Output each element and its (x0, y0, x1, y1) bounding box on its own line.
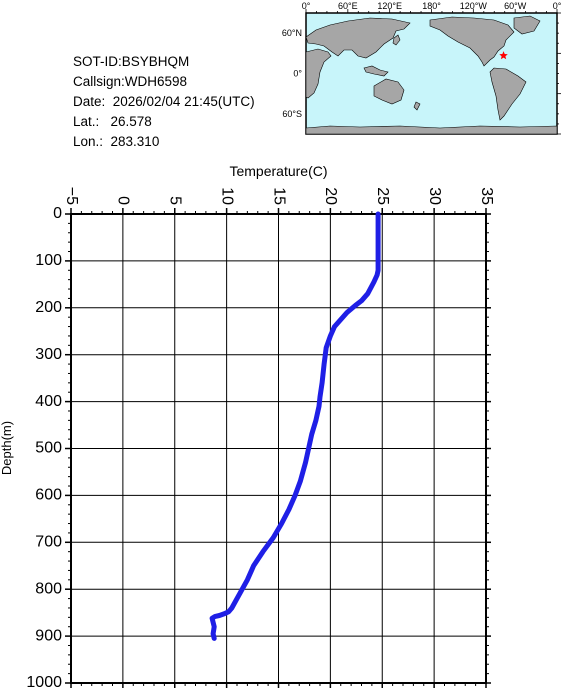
x-tick-label: 20 (322, 187, 339, 205)
y-tick-label: 400 (35, 393, 62, 410)
y-axis-ticks: 0 100 200 300 400 500 600 700 800 900 1000 (26, 205, 491, 690)
x-tick-label: 30 (426, 187, 443, 205)
land-africa (305, 48, 332, 99)
x-tick-label: −5 (63, 187, 80, 205)
x-tick-label: 25 (374, 187, 391, 205)
y-axis-title: Depth(m) (0, 421, 14, 475)
map-lat-label: 60°N (282, 28, 302, 38)
land-north-america (429, 16, 515, 67)
land-indonesia (363, 65, 389, 77)
map-lon-label: 0° (302, 1, 311, 11)
land-greenland (513, 15, 541, 35)
land-eurasia (305, 17, 411, 59)
map-lat-label: 60°S (282, 109, 302, 119)
chart-grid (70, 213, 487, 684)
map-frame-ticks (305, 9, 561, 135)
lat-text: Lat.: 26.578 (73, 114, 152, 129)
y-tick-label: 700 (35, 534, 62, 551)
x-tick-label: 0 (115, 196, 132, 205)
sot-id-text: SOT-ID:BSYBHQM (73, 54, 190, 69)
map-longitude-labels: 0° 60°E 120°E 180° 120°W 60°W 0° (302, 1, 562, 11)
land-australia (373, 78, 405, 105)
x-tick-label: 5 (167, 196, 184, 205)
y-tick-label: 900 (35, 627, 62, 644)
x-tick-label: 10 (218, 187, 235, 205)
callsign-text: Callsign:WDH6598 (73, 74, 188, 89)
y-tick-label: 300 (35, 346, 62, 363)
land-antarctica (305, 125, 558, 135)
lon-text: Lon.: 283.310 (73, 134, 160, 149)
map-lon-label: 0° (553, 1, 562, 11)
map-latitude-labels: 60°N 0° 60°S (282, 28, 303, 119)
y-tick-label: 200 (35, 299, 62, 316)
land-south-america (489, 67, 527, 121)
position-marker (499, 51, 508, 60)
temperature-series-line (209, 211, 381, 641)
x-axis-ticks: −5 0 5 10 15 20 25 30 35 (63, 187, 495, 688)
y-tick-label: 0 (53, 205, 62, 222)
map-landmasses (305, 15, 558, 135)
y-tick-label: 800 (35, 580, 62, 597)
x-axis-title: Temperature(C) (229, 163, 327, 179)
date-text: Date: 2026/02/04 21:45(UTC) (73, 94, 255, 109)
x-tick-label: 35 (478, 187, 495, 205)
location-map: 0° 60°E 120°E 180° 120°W 60°W 0° 60°N 0° 60°S (282, 1, 562, 135)
y-tick-label: 500 (35, 440, 62, 457)
x-tick-label: 15 (270, 187, 287, 205)
map-lon-label: 120°E (377, 1, 402, 11)
land-japan (392, 34, 401, 46)
land-new-zealand (413, 101, 421, 111)
map-lon-label: 180° (422, 1, 441, 11)
station-info: SOT-ID:BSYBHQM Callsign:WDH6598 Date: 20… (73, 52, 255, 152)
map-lat-label: 0° (293, 69, 302, 79)
map-lon-label: 120°W (460, 1, 488, 11)
y-tick-label: 100 (35, 252, 62, 269)
plot-frame (70, 213, 487, 684)
map-lon-label: 60°E (338, 1, 358, 11)
map-lon-label: 60°W (504, 1, 527, 11)
y-tick-label: 1000 (26, 674, 62, 690)
y-tick-label: 600 (35, 487, 62, 504)
